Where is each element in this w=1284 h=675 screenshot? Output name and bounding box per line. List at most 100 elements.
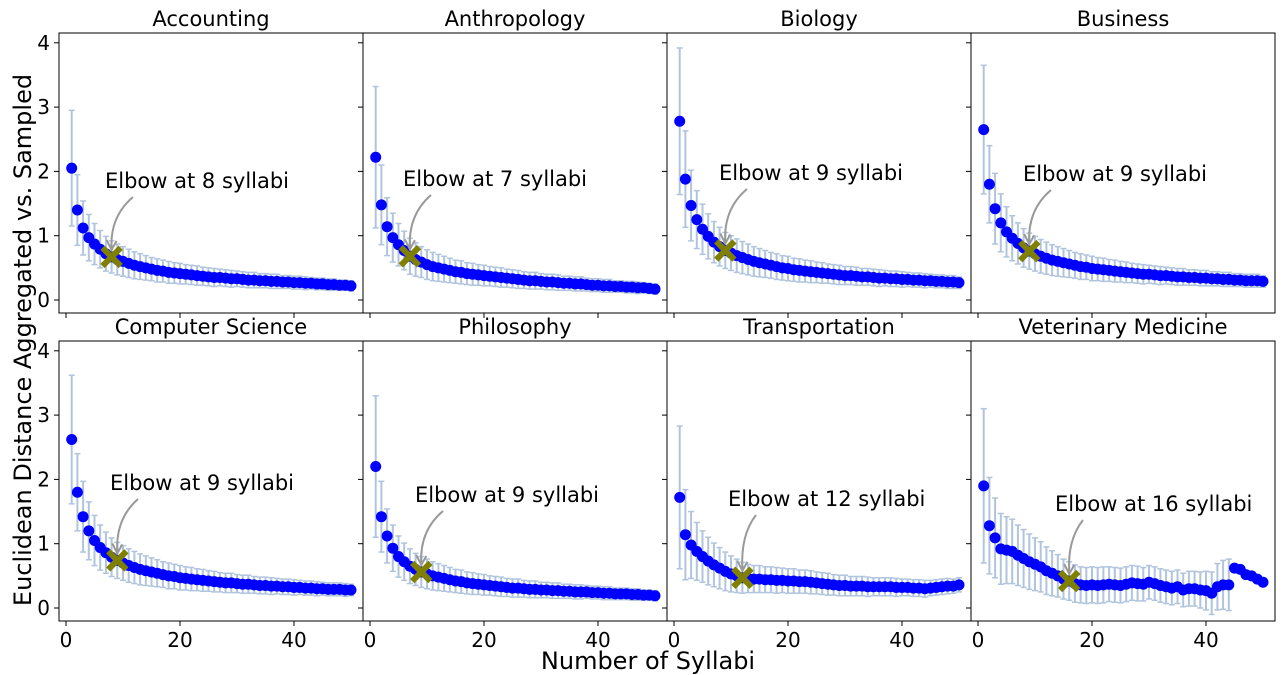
panel-title: Biology [780,7,858,31]
data-point [77,222,89,234]
data-point [83,525,95,537]
panel-anthropology: Anthropology Elbow at 7 syllabi [358,7,668,318]
panel-transportation: Transportation 0 20 40 Elbow at 12 syllabi [662,315,972,652]
panel-frame [970,32,1276,314]
x-tick-label: 40 [889,628,914,652]
data-point [370,461,382,473]
data-point [674,115,686,127]
data-point [989,532,1001,544]
annotation-arrow [116,498,139,553]
data-point [989,203,1001,215]
panel-frame [362,32,668,314]
data-point [345,584,357,596]
x-tick-label: 0 [972,628,985,652]
elbow-marker [106,549,129,572]
panel-business: Business Elbow at 9 syllabi [966,7,1276,318]
panel-title: Philosophy [458,315,571,339]
annotation-arrow [110,196,134,249]
elbow-marker [1018,239,1041,263]
x-tick-label: 0 [60,628,73,652]
y-tick-label: 3 [37,403,50,427]
data-point [679,529,691,541]
data-point [978,124,990,136]
data-point [375,199,387,211]
x-tick-label: 0 [364,628,377,652]
annotation-arrow [1067,519,1084,574]
elbow-annotation: Elbow at 8 syllabi [105,169,289,193]
panel-veterinary-medicine: Veterinary Medicine 0 20 40 Elbow at 16 syll… [966,315,1276,652]
annotation-arrow [741,514,757,570]
x-tick-label: 20 [1079,628,1104,652]
data-point [983,178,995,190]
elbow-marker [731,566,754,590]
x-tick-label: 20 [471,628,496,652]
arrow-head-icon [1063,563,1076,577]
data-point [381,530,393,542]
panel-title: Anthropology [445,7,586,31]
elbow-annotation: Elbow at 9 syllabi [1023,162,1207,186]
arrow-head-icon [404,238,416,252]
arrow-head-icon [415,554,428,568]
panel-frame [970,340,1276,622]
data-point [345,280,357,292]
elbow-marker [100,245,123,269]
panel-biology: Biology Elbow at 9 syllabi [662,7,972,318]
data-point [1257,576,1269,588]
y-tick-label: 0 [37,596,50,620]
y-tick-label: 4 [37,31,50,55]
data-point [66,434,78,446]
data-point [983,520,995,532]
annotation-arrow [1028,189,1052,244]
arrow-head-icon [719,233,732,246]
panel-philosophy: Philosophy 0 20 40 Elbow at 9 syllabi [358,315,668,652]
y-tick-label: 1 [37,532,50,556]
y-tick-label: 4 [37,339,50,363]
data-point [71,204,83,216]
elbow-annotation: Elbow at 16 syllabi [1055,492,1252,516]
elbow-annotation: Elbow at 12 syllabi [728,487,925,511]
y-axis-label: Euclidean Distance Aggregated vs. Sample… [9,74,37,606]
x-tick-label: 0 [668,628,681,652]
elbow-annotation: Elbow at 9 syllabi [719,161,903,185]
data-point [691,214,703,226]
x-axis-label: Number of Syllabi [541,647,755,675]
elbow-marker [410,560,433,584]
elbow-marker [714,239,737,262]
data-point [387,542,399,554]
data-point [375,511,387,523]
annotation-arrow [408,194,432,249]
panel-title: Computer Science [115,315,307,339]
annotation-arrow [724,188,748,243]
x-tick-label: 40 [1193,628,1218,652]
x-tick-label: 20 [167,628,192,652]
elbow-annotation: Elbow at 9 syllabi [415,483,599,507]
panel-title: Accounting [152,7,269,31]
data-point [978,480,990,492]
x-tick-label: 20 [775,628,800,652]
panel-frame [58,32,364,314]
arrow-head-icon [1023,233,1036,247]
arrow-head-icon [105,239,118,253]
y-tick-label: 2 [37,467,50,491]
panel-frame [58,340,364,622]
x-tick-label: 40 [585,628,610,652]
panel-title: Transportation [742,315,895,339]
arrow-head-icon [111,542,124,556]
annotation-arrow [420,510,444,565]
data-point [953,579,965,591]
arrow-head-icon [736,560,749,573]
data-point [71,486,83,498]
data-point [370,151,382,163]
data-point [649,283,661,295]
elbow-annotation: Elbow at 9 syllabi [110,471,294,495]
panel-title: Business [1077,7,1170,31]
elbow-annotation: Elbow at 7 syllabi [403,167,587,191]
data-point [685,199,697,211]
data-point [381,221,393,233]
x-tick-label: 40 [281,628,306,652]
y-tick-label: 0 [37,288,50,312]
data-point [953,277,965,289]
data-point [1223,579,1235,591]
elbow-marker [398,245,422,268]
